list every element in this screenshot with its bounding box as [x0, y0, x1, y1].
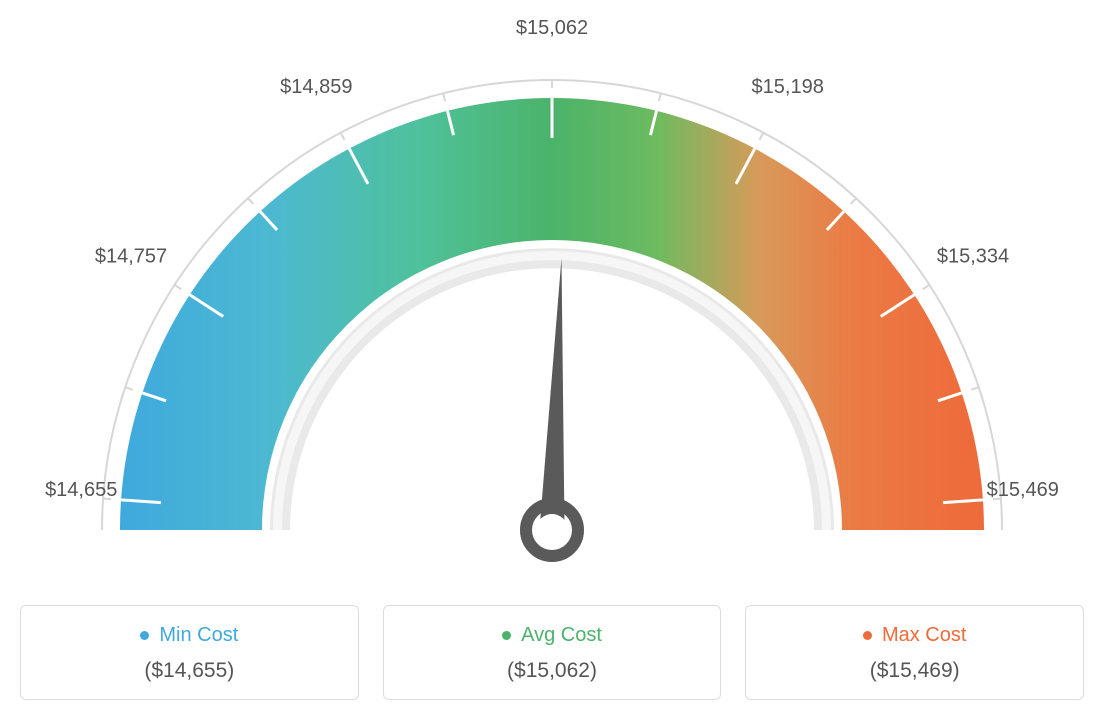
- legend-card: Max Cost ($15,469): [745, 605, 1084, 700]
- legend-title-text: Avg Cost: [521, 624, 602, 647]
- legend-title-text: Max Cost: [882, 624, 966, 647]
- outer-tick: [340, 132, 344, 140]
- outer-tick: [923, 284, 931, 289]
- outer-tick: [760, 132, 764, 140]
- legend-title: Max Cost: [863, 624, 966, 647]
- gauge-tick-label: $15,062: [516, 20, 588, 39]
- outer-tick: [174, 284, 182, 289]
- gauge-tick-label: $15,469: [987, 479, 1059, 501]
- legend-dot: [863, 631, 872, 640]
- gauge-tick-label: $14,655: [45, 479, 117, 501]
- gauge-hub-hole: [536, 514, 568, 546]
- gauge-tick-label: $14,859: [280, 76, 352, 98]
- legend-title: Avg Cost: [502, 624, 602, 647]
- legend-value: ($15,469): [756, 659, 1073, 683]
- outer-tick: [851, 197, 857, 204]
- legend-value: ($15,062): [394, 659, 711, 683]
- gauge-tick-label: $15,334: [937, 246, 1009, 268]
- legend-value: ($14,655): [31, 659, 348, 683]
- legend-dot: [502, 631, 511, 640]
- legend-card: Min Cost ($14,655): [20, 605, 359, 700]
- legend-card: Avg Cost ($15,062): [383, 605, 722, 700]
- legend-title-text: Min Cost: [159, 624, 238, 647]
- legend-title: Min Cost: [140, 624, 238, 647]
- gauge-tick-label: $15,198: [752, 76, 824, 98]
- outer-tick: [247, 197, 253, 204]
- gauge-svg: $14,655 $14,757 $14,859 $15,062 $15,198 $15,3…: [20, 20, 1084, 580]
- gauge-needle: [524, 258, 580, 531]
- legend-row: Min Cost ($14,655) Avg Cost ($15,062) Max Co…: [20, 605, 1084, 700]
- legend-dot: [140, 631, 149, 640]
- gauge-tick-label: $14,757: [95, 246, 167, 268]
- gauge-chart: $14,655 $14,757 $14,859 $15,062 $15,198 $15,3…: [20, 20, 1084, 585]
